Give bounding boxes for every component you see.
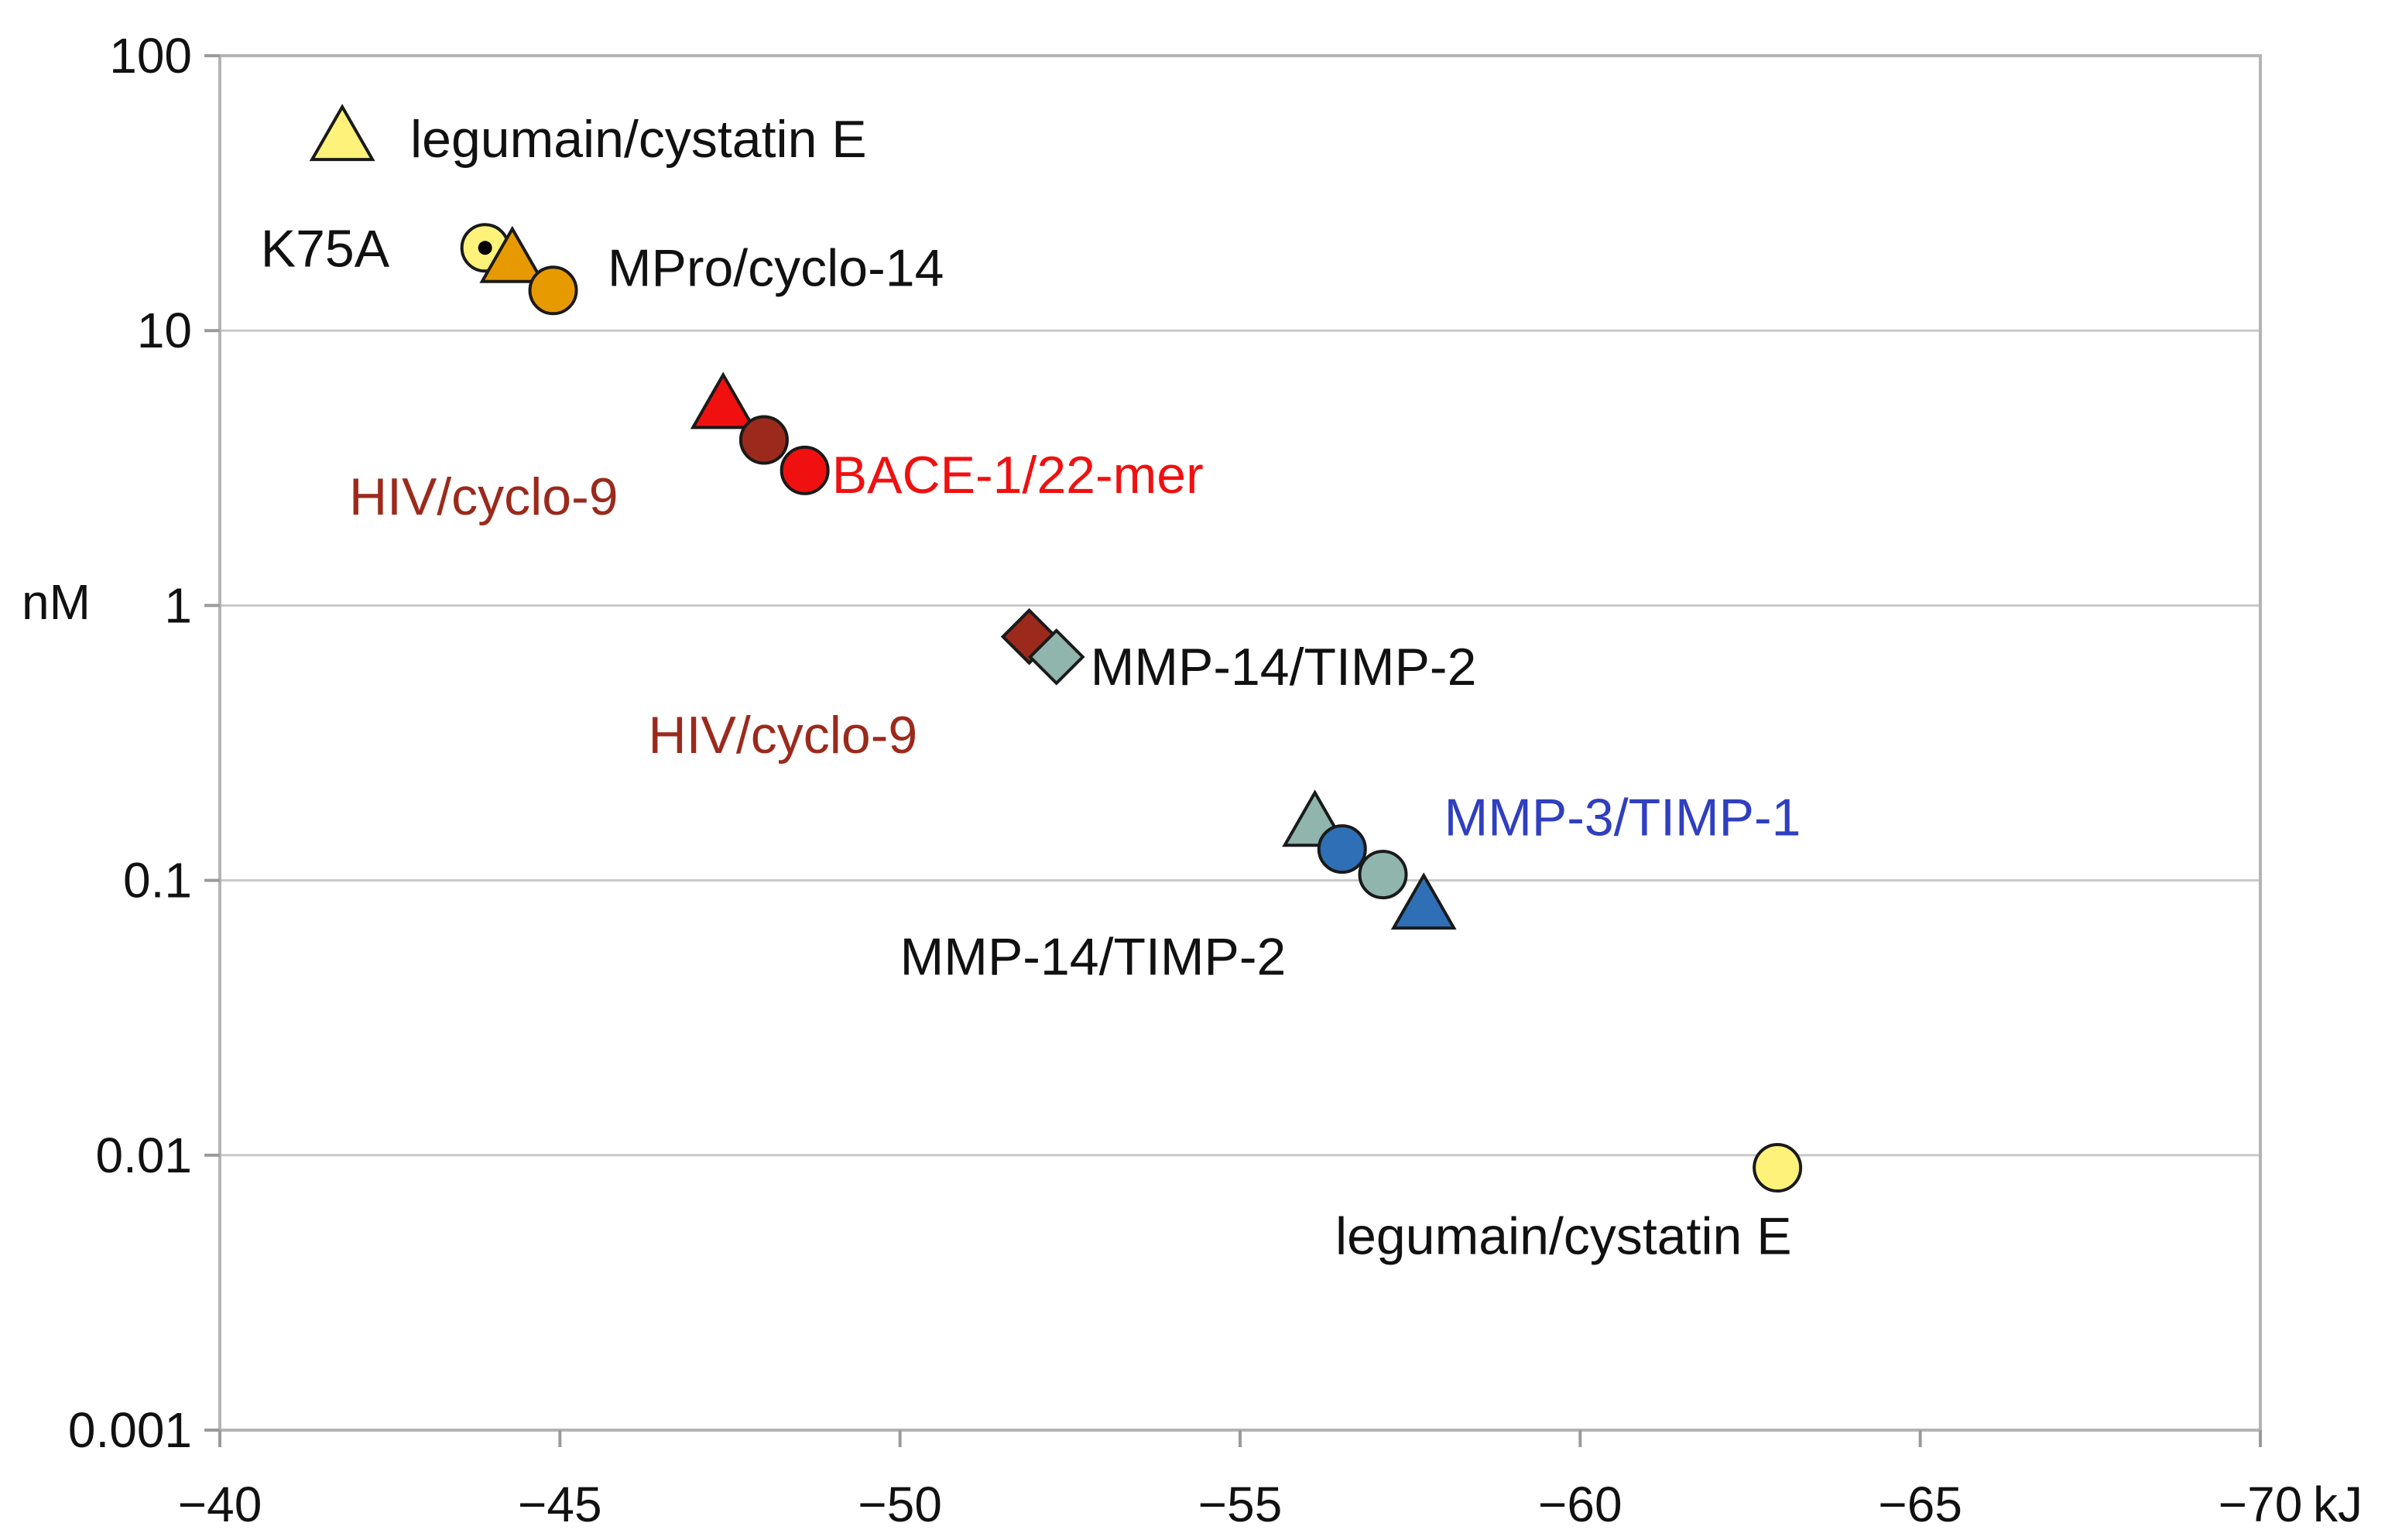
y-axis-ticks: 100 10 1 0.1 0.01 0.001	[68, 28, 220, 1458]
data-point-diamond	[1027, 628, 1085, 686]
point-annotation: legumain/cystatin E	[410, 110, 867, 169]
point-annotation: MMP-14/TIMP-2	[1091, 638, 1477, 696]
data-point-triangle	[479, 225, 546, 283]
y-axis-label: nM	[22, 574, 91, 630]
data-point-circle	[1358, 850, 1408, 900]
data-point-circle	[528, 265, 578, 316]
x-tick-label: −50	[858, 1477, 942, 1532]
point-annotation: HIV/cyclo-9	[349, 467, 618, 526]
x-axis-label: kJ	[2313, 1477, 2363, 1532]
point-annotation: MPro/cyclo-14	[608, 238, 944, 297]
y-tick-label: 10	[137, 303, 192, 358]
data-point-triangle	[690, 371, 756, 429]
x-axis-ticks: −40 −45 −50 −55 −60 −65 −70	[178, 1430, 2303, 1532]
point-annotation: MMP-3/TIMP-1	[1444, 789, 1801, 847]
point-annotation: K75A	[261, 219, 390, 278]
annotations: legumain/cystatin E K75A MPro/cyclo-14 HIV/…	[261, 110, 1801, 1266]
x-tick-label: −45	[518, 1477, 602, 1532]
point-annotation: legumain/cystatin E	[1335, 1207, 1792, 1266]
x-tick-label: −65	[1878, 1477, 1962, 1532]
y-tick-label: 0.1	[123, 853, 192, 909]
y-tick-label: 0.001	[68, 1402, 192, 1458]
point-annotation: BACE-1/22-mer	[832, 446, 1204, 505]
x-tick-label: −40	[178, 1477, 262, 1532]
y-tick-label: 1	[164, 577, 192, 633]
data-point-triangle	[309, 104, 375, 162]
data-points	[309, 104, 1803, 1193]
data-point-circle	[1753, 1143, 1803, 1193]
data-point-circle	[1317, 824, 1367, 874]
data-point-triangle	[1390, 872, 1457, 930]
x-tick-label: −55	[1198, 1477, 1283, 1532]
point-annotation: HIV/cyclo-9	[649, 706, 918, 765]
point-annotation: MMP-14/TIMP-2	[900, 928, 1287, 987]
y-tick-label: 0.01	[95, 1128, 192, 1183]
y-tick-label: 100	[109, 28, 192, 84]
data-point-circle	[738, 415, 789, 465]
data-point-circle	[780, 445, 830, 495]
data-point-center-dot	[478, 241, 492, 255]
x-tick-label: −70	[2219, 1477, 2303, 1532]
x-tick-label: −60	[1538, 1477, 1622, 1532]
